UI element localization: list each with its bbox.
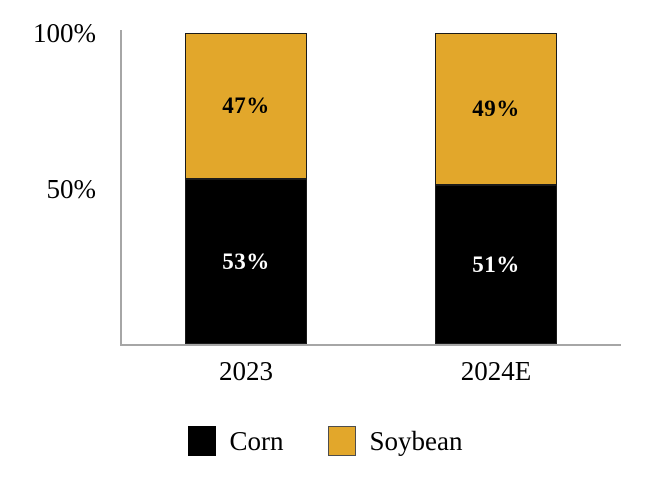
legend-label-corn: Corn [229, 426, 284, 456]
bar-segment-corn-2023: 53% [185, 179, 307, 344]
chart-legend: Corn Soybean [0, 424, 650, 458]
legend-swatch-corn [187, 426, 216, 456]
data-label-soybean-2024e: 49% [472, 96, 520, 122]
legend-label-soybean: Soybean [369, 426, 463, 456]
y-tick-label-50: 50% [46, 173, 97, 204]
bar-segment-soybean-2024e: 49% [435, 33, 557, 186]
x-axis-label-2024e: 2024E [460, 356, 532, 386]
bar-segment-corn-2024e: 51% [435, 185, 557, 344]
legend-item-soybean: Soybean [327, 424, 463, 458]
data-label-corn-2023: 53% [222, 248, 270, 274]
data-label-soybean-2023: 47% [222, 93, 270, 119]
data-label-corn-2024e: 51% [472, 251, 520, 277]
x-axis-label-2023: 2023 [219, 356, 273, 386]
legend-item-corn: Corn [187, 424, 284, 458]
legend-swatch-soybean [327, 426, 356, 456]
y-tick-label-100: 100% [33, 18, 96, 48]
x-axis-line [120, 344, 621, 346]
y-axis-line [120, 30, 122, 346]
bar-segment-soybean-2023: 47% [185, 33, 307, 180]
